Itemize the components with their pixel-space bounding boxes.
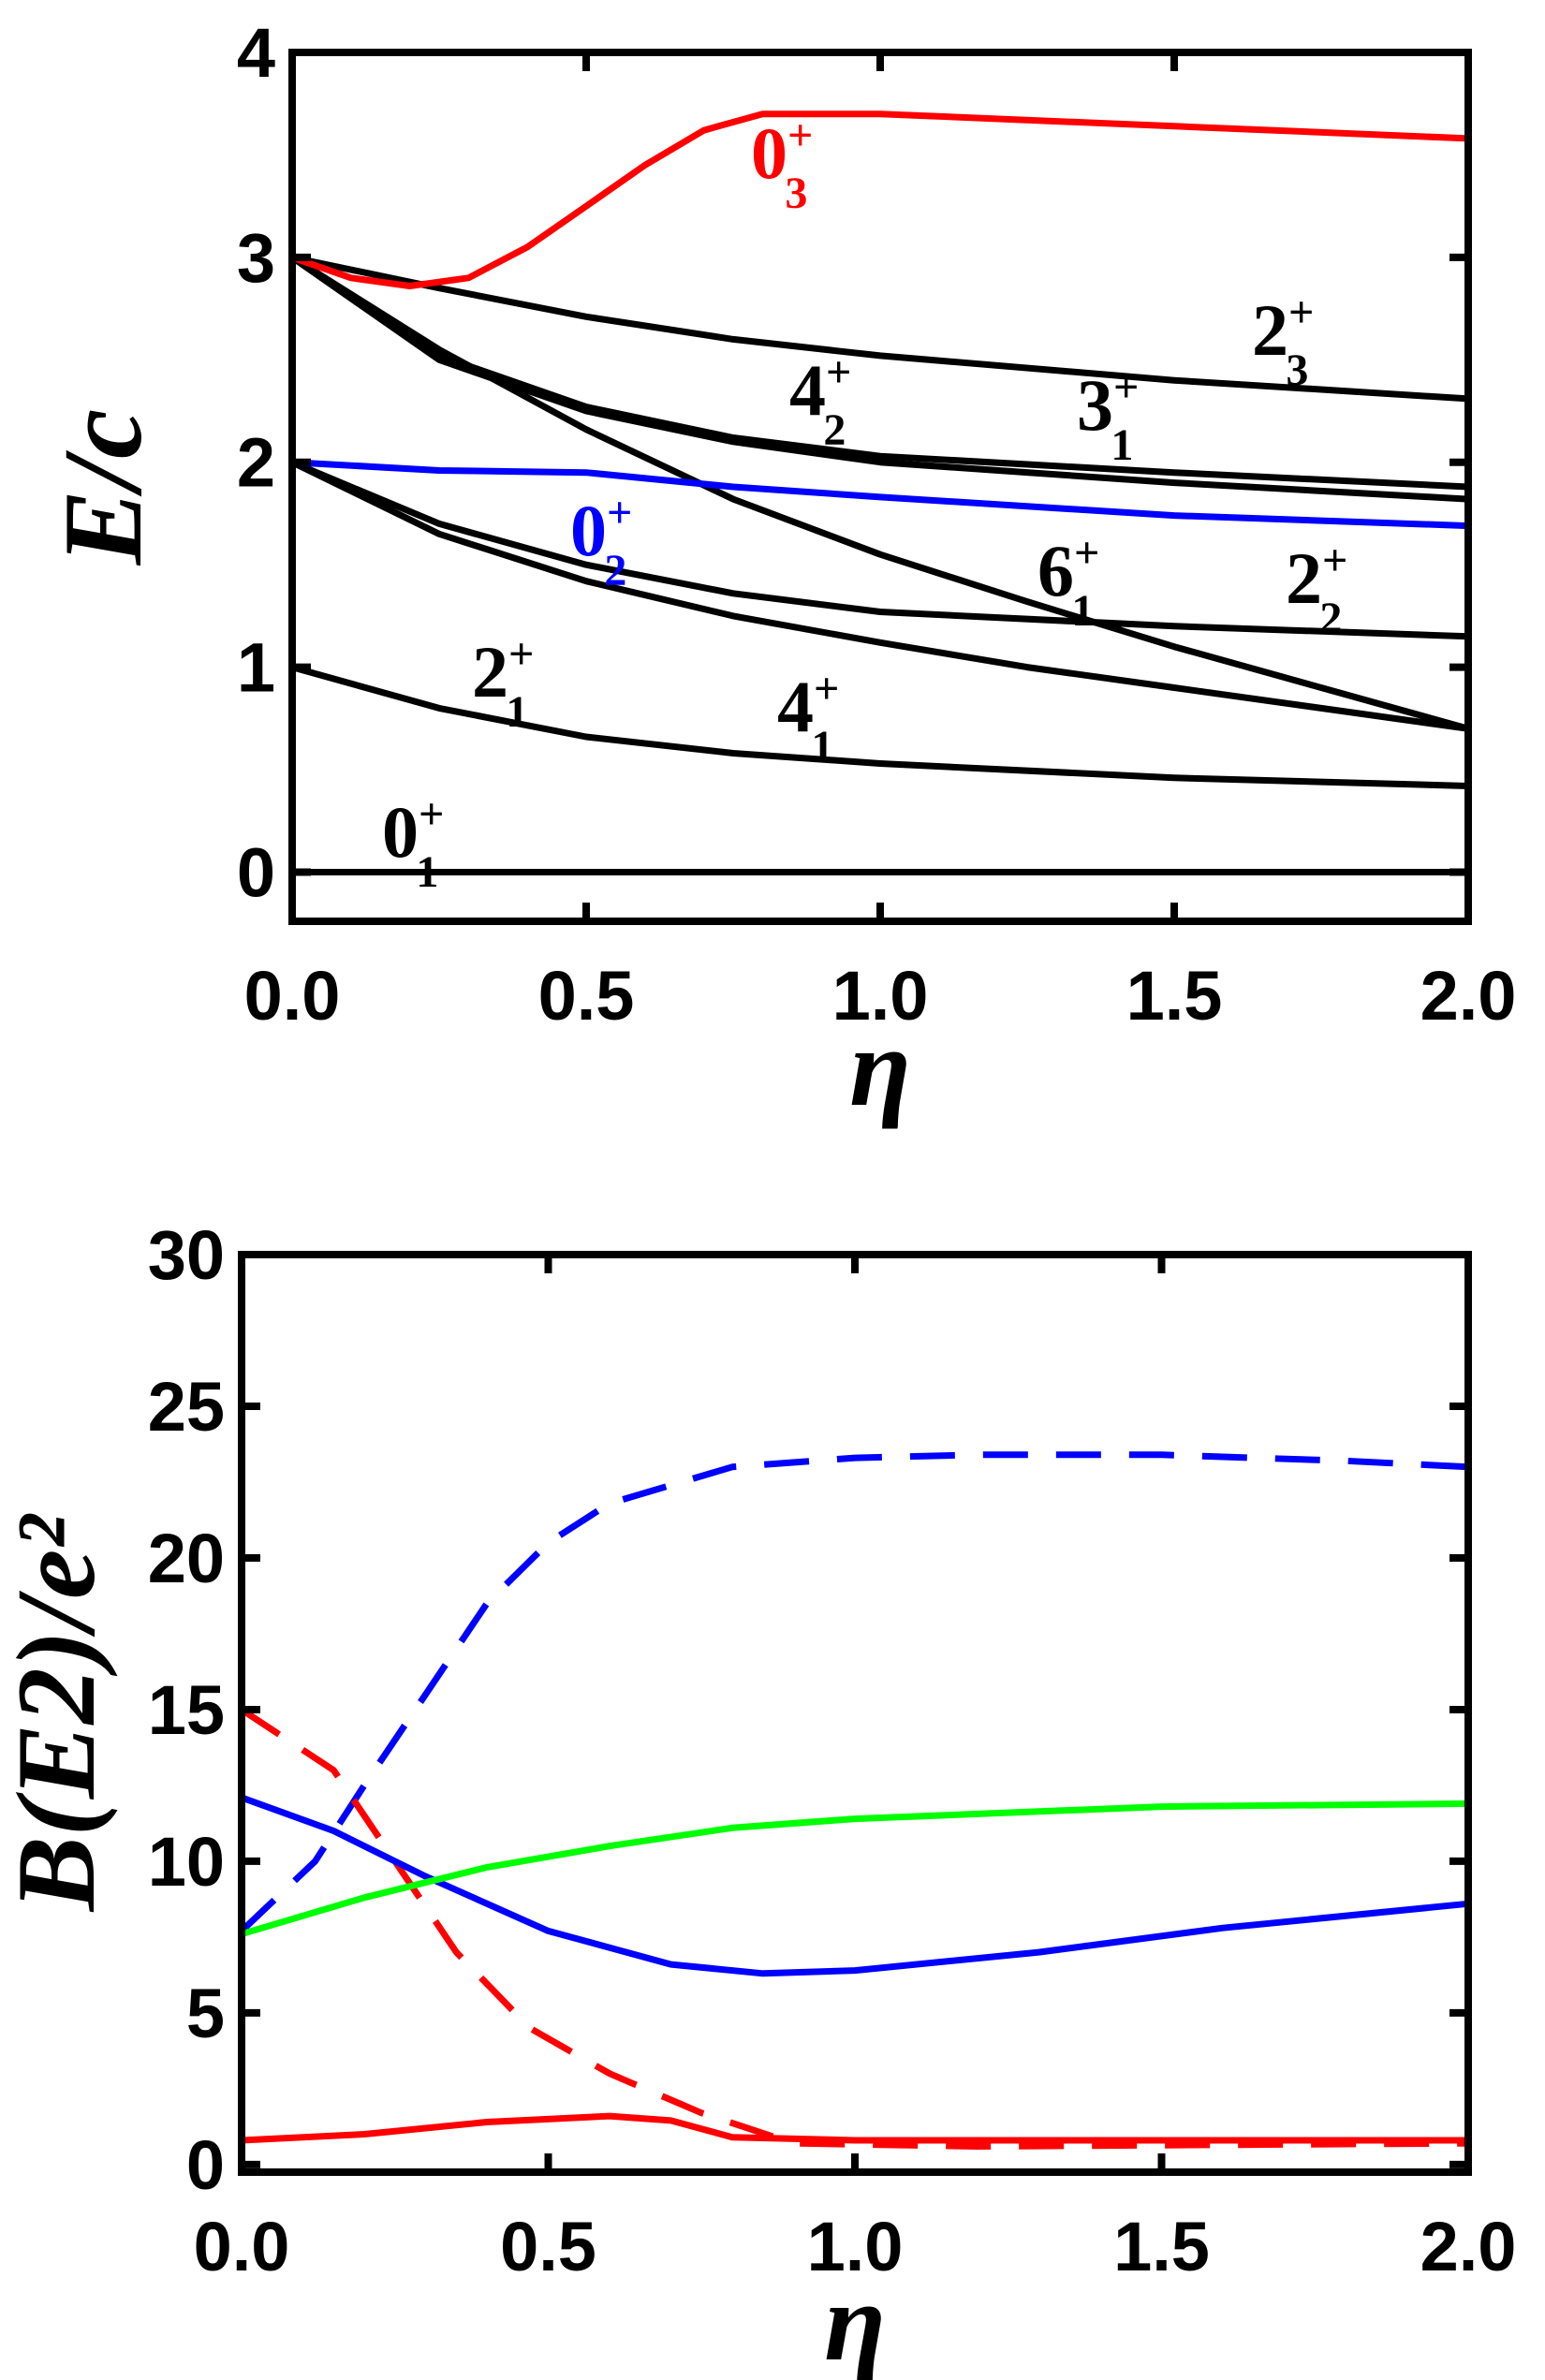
level-label-0_3+: 0+ 3 [751, 110, 813, 218]
x-axis-title: η [849, 1005, 911, 1129]
x-tick-label: 2.0 [1420, 2208, 1517, 2285]
energy-levels-plot: 0+ 12+ 1 4+ 12+ 26+ 14+ 2 3+ 12+ 30+ 20+ 30.0 0.5 1.0 1… [40, 14, 1516, 1129]
y-axis-title: B(E2)/e² [0, 1513, 118, 1914]
x-tick-label: 0.0 [244, 957, 341, 1035]
level-label-0_2+: 0+ 2 [570, 488, 632, 595]
level-label-4_1+: 4+ 1 [777, 664, 839, 771]
series-line-0_3+ [290, 110, 1469, 289]
series-line-red-dashed [240, 1707, 1469, 2150]
x-tick-label: 0.5 [538, 957, 635, 1035]
be2-transitions-plot: 0.0 0.5 1.0 1.5 2.0 0 5 10 15 20 25 30 η B(E2)/e² [0, 1216, 1516, 2380]
level-label-sup: + [1074, 528, 1099, 578]
series-line-3_1+ [290, 254, 1469, 491]
level-label-sup: + [1322, 536, 1347, 585]
level-label-0_1+: 0+ 1 [382, 789, 444, 897]
level-label-base: 2 [1252, 289, 1288, 371]
level-label-sub: 2 [1319, 594, 1342, 643]
level-label-sub: 1 [811, 722, 833, 771]
y-tick-label: 0 [186, 2126, 225, 2204]
y-tick-label: 5 [186, 1975, 225, 2052]
level-label-sup: + [787, 110, 813, 160]
series-line-green-solid [241, 1800, 1469, 1938]
y-tick-label: 10 [148, 1823, 225, 1901]
y-tick-label: 1 [237, 629, 275, 707]
x-tick-label: 0.0 [194, 2208, 290, 2285]
series-line-blue-solid [240, 1794, 1469, 1977]
level-label-sup: + [826, 347, 851, 397]
level-label-base: 0 [382, 791, 419, 873]
level-label-sub: 3 [785, 169, 807, 218]
level-label-sub: 3 [1286, 345, 1308, 395]
level-label-base: 0 [570, 490, 607, 571]
plot-frame [238, 1251, 1472, 2176]
level-label-base: 2 [472, 631, 508, 713]
level-label-2_3+: 2+ 3 [1252, 287, 1314, 395]
level-label-sup: + [1113, 362, 1139, 412]
level-label-base: 4 [777, 666, 814, 747]
level-label-6_1+: 6+ 1 [1037, 528, 1099, 636]
level-label-base: 2 [1286, 537, 1322, 619]
series-line-2_2+ [290, 459, 1469, 640]
y-tick-label: 3 [237, 219, 275, 297]
series-line-4_2+ [289, 255, 1469, 503]
level-label-sup: + [1288, 287, 1314, 337]
series-line-2_1+ [291, 664, 1469, 789]
level-label-sub: 2 [604, 546, 626, 595]
x-tick-label: 2.0 [1420, 957, 1517, 1035]
x-tick-label: 0.5 [500, 2208, 596, 2285]
level-label-sub: 1 [506, 687, 528, 737]
y-tick-label: 15 [148, 1671, 225, 1749]
level-label-sub: 1 [1071, 586, 1094, 636]
y-tick-label: 2 [237, 424, 275, 502]
x-tick-label: 1.5 [1113, 2208, 1210, 2285]
level-label-sup: + [419, 789, 444, 839]
series-line-blue-dashed [239, 1451, 1469, 1933]
level-label-base: 4 [789, 349, 826, 431]
y-tick-label: 4 [237, 14, 275, 92]
level-label-sup: + [814, 664, 839, 713]
series-line-2_3+ [291, 254, 1469, 403]
level-label-base: 6 [1037, 530, 1074, 611]
y-tick-label: 0 [237, 833, 275, 911]
y-axis-title: E/c [40, 409, 165, 566]
y-tick-label: 20 [148, 1520, 225, 1597]
x-tick-label: 1.0 [807, 2208, 904, 2285]
level-label-sub: 1 [416, 847, 438, 897]
y-tick-label: 30 [148, 1216, 225, 1294]
level-label-4_2+: 4+ 2 [789, 347, 851, 455]
series-line-0_2+ [291, 459, 1469, 530]
level-label-sup: + [508, 629, 534, 679]
level-label-2_2+: 2+ 2 [1286, 536, 1347, 643]
x-tick-label: 1.0 [832, 957, 929, 1035]
x-axis-title: η [824, 2259, 886, 2380]
y-tick-label: 25 [148, 1368, 225, 1446]
series-line-4_1+ [290, 459, 1469, 732]
level-label-base: 0 [751, 112, 787, 194]
level-label-sup: + [607, 488, 632, 537]
level-label-2_1+: 2+ 1 [472, 629, 534, 737]
series-line-red-solid [241, 2112, 1468, 2144]
level-label-sub: 1 [1111, 420, 1133, 470]
x-tick-label: 1.5 [1126, 957, 1223, 1035]
